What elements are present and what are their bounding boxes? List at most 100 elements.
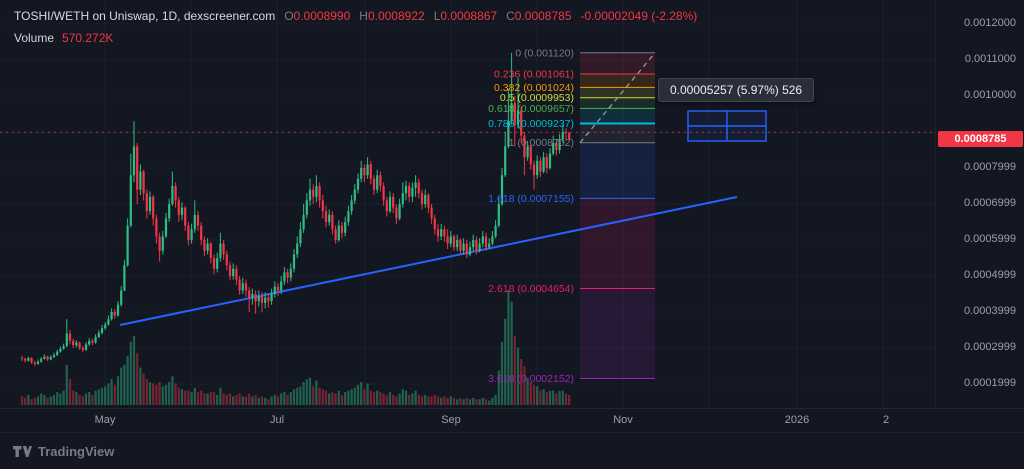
volume-bar xyxy=(504,318,507,405)
volume-bar xyxy=(510,301,513,405)
volume-bar xyxy=(129,341,132,405)
price-axis-label: 0.0003999 xyxy=(964,305,1016,318)
candle-body xyxy=(152,196,155,219)
candle-body xyxy=(411,187,414,197)
candle-body xyxy=(446,236,449,244)
candle-body xyxy=(33,362,36,364)
fib-band xyxy=(580,123,655,143)
volume-bar xyxy=(344,392,347,405)
volume-bar xyxy=(276,396,280,405)
symbol-title[interactable]: TOSHI/WETH on Uniswap, 1D, dexscreener.c… xyxy=(14,9,276,23)
volume-bar xyxy=(363,389,366,405)
price-axis[interactable]: 0.0012000 0.0011000 0.0010000 0.0007999 0.00… xyxy=(935,0,1024,408)
chart-pane[interactable]: 0 (0.001120) 0.236 (0.001061) 0.382 (0.001… xyxy=(0,0,935,408)
volume-bar xyxy=(465,397,468,405)
candle-body xyxy=(126,225,129,266)
fib-band xyxy=(580,198,655,289)
candle-body xyxy=(280,281,283,291)
volume-bar xyxy=(427,396,430,405)
volume-bar xyxy=(107,383,110,405)
volume-bar xyxy=(500,341,504,405)
fib-level-label: 0.786 (0.0009237) xyxy=(488,118,574,130)
volume-bar xyxy=(46,397,49,405)
candle-body xyxy=(507,121,510,147)
candle-body xyxy=(222,243,225,255)
candle-body xyxy=(401,193,404,204)
candle-body xyxy=(545,157,548,168)
candle-body xyxy=(68,333,72,341)
candle-body xyxy=(40,358,43,362)
candle-body xyxy=(257,295,260,302)
price-axis-label: 0.0011000 xyxy=(964,53,1016,65)
candle-body xyxy=(510,103,513,122)
time-axis-label: Sep xyxy=(441,414,461,426)
volume-bar xyxy=(555,393,558,405)
candle-body xyxy=(232,268,235,276)
volume-bar xyxy=(30,399,33,405)
volume-bar xyxy=(81,396,84,405)
price-change: -0.00002049 (-2.28%) xyxy=(580,9,698,23)
candle-body xyxy=(49,357,52,360)
candle-body xyxy=(78,342,81,348)
candle-body xyxy=(110,312,113,320)
volume-bar xyxy=(523,366,526,405)
candle-body xyxy=(504,146,507,176)
time-axis[interactable]: May Jul Sep Nov 2026 2 xyxy=(0,408,1024,433)
volume-bar xyxy=(43,394,46,405)
candle-body xyxy=(536,160,539,176)
volume-bar xyxy=(542,389,545,405)
volume-bar xyxy=(52,394,56,405)
volume-bar xyxy=(20,396,24,405)
volume-bar xyxy=(376,390,379,405)
volume-bar xyxy=(347,390,350,405)
candle-body xyxy=(427,195,430,208)
candle-body xyxy=(558,139,561,150)
fib-trend-dashed-line xyxy=(579,52,656,144)
price-axis-label: 0.0010000 xyxy=(964,89,1016,101)
candle-body xyxy=(523,135,526,158)
candle-body xyxy=(382,186,385,201)
volume-bar xyxy=(372,392,376,405)
volume-bar xyxy=(251,396,254,405)
volume-bar xyxy=(545,392,548,405)
volume-bar xyxy=(244,396,248,405)
candle-body xyxy=(321,200,324,212)
volume-bar xyxy=(180,389,184,405)
volume-bar xyxy=(289,392,292,405)
candle-body xyxy=(27,358,30,361)
volume-bar xyxy=(100,387,104,405)
volume-bar xyxy=(27,394,30,405)
candle-body xyxy=(497,204,500,226)
candle-body xyxy=(312,189,315,197)
candle-body xyxy=(465,243,468,255)
volume-bar xyxy=(94,390,97,405)
candle-body xyxy=(404,186,408,194)
time-axis-label: Jul xyxy=(269,414,285,426)
tradingview-logo[interactable]: TradingView xyxy=(13,444,114,459)
volume-bar xyxy=(312,386,315,405)
volume-bar xyxy=(209,392,212,405)
volume-bar xyxy=(116,376,120,405)
trendline-drawing[interactable] xyxy=(119,196,738,326)
volume-bar xyxy=(190,392,193,405)
volume-bar xyxy=(120,367,123,405)
volume-bar xyxy=(228,393,232,405)
volume-bar xyxy=(132,336,136,405)
candle-body xyxy=(65,333,68,347)
candle-body xyxy=(296,243,299,255)
candlestick-chart-canvas[interactable]: 0 (0.001120) 0.236 (0.001061)0.382 (0.001… xyxy=(0,0,935,408)
volume-bar xyxy=(481,397,484,405)
volume-bar xyxy=(456,399,459,405)
candle-body xyxy=(235,268,238,280)
candle-body xyxy=(433,218,436,230)
volume-label[interactable]: Volume xyxy=(14,31,55,45)
volume-bar xyxy=(385,394,388,405)
volume-bar xyxy=(91,394,94,405)
volume-bar xyxy=(353,387,356,405)
candle-body xyxy=(475,240,478,251)
volume-bar xyxy=(292,389,296,405)
candle-body xyxy=(529,146,532,165)
volume-bar xyxy=(193,387,196,405)
volume-bar xyxy=(395,396,398,405)
candle-body xyxy=(62,346,65,349)
